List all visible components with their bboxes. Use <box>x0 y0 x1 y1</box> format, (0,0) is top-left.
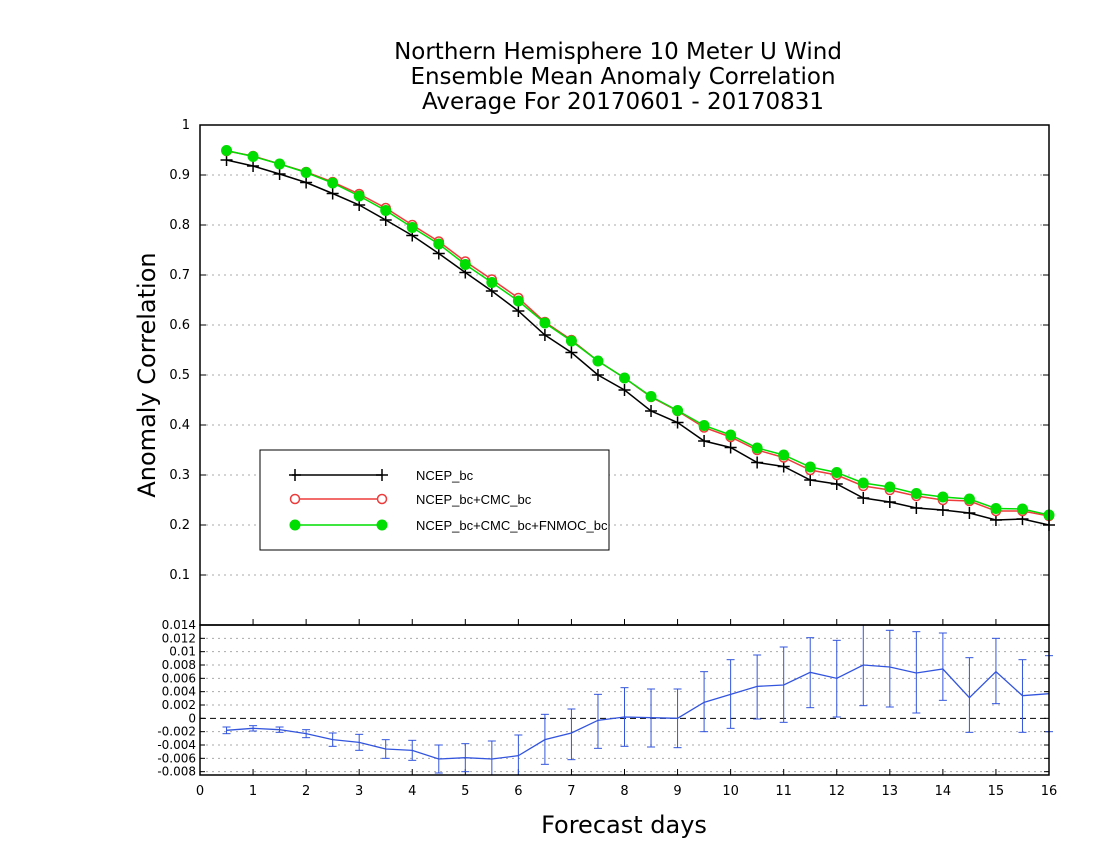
x-tick-label: 6 <box>514 784 522 799</box>
main-y-tick-label: 0.3 <box>169 468 190 483</box>
difference-y-tick-label: 0.014 <box>162 618 196 632</box>
legend: NCEP_bc NCEP_bc+CMC_bc NCEP_bc+CMC_bc+FN… <box>259 449 610 551</box>
difference-y-tick-label: 0 <box>188 711 196 725</box>
data-point-ncep-cmc-fnmoc <box>592 355 604 367</box>
main-y-tick-label: 0.8 <box>169 218 190 233</box>
legend-label-ncep: NCEP_bc <box>416 468 474 483</box>
x-tick-label: 4 <box>408 784 416 799</box>
x-tick-label: 14 <box>935 784 952 799</box>
x-tick-label: 9 <box>673 784 681 799</box>
main-y-ticks: 0.1 0.2 0.3 0.4 0.5 0.6 0.7 0.8 0.9 1 <box>169 118 1049 583</box>
y-axis-title: Anomaly Correlation <box>133 252 161 497</box>
main-y-tick-label: 0.1 <box>169 568 190 583</box>
difference-y-tick-label: 0.008 <box>162 658 196 672</box>
difference-y-tick-label: -0.006 <box>157 751 196 765</box>
x-axis-title: Forecast days <box>541 811 707 839</box>
x-tick-label: 1 <box>249 784 257 799</box>
main-y-tick-label: 1 <box>182 118 190 133</box>
data-point-ncep-cmc-fnmoc <box>937 491 949 503</box>
title-line-2: Ensemble Mean Anomaly Correlation <box>410 64 835 90</box>
x-tick-label: 8 <box>620 784 628 799</box>
title-line-3: Average For 20170601 - 20170831 <box>422 89 824 115</box>
x-tick-label: 12 <box>828 784 845 799</box>
x-tick-label: 10 <box>722 784 739 799</box>
legend-box <box>259 449 610 551</box>
chart-title: Northern Hemisphere 10 Meter U Wind Ense… <box>394 39 842 115</box>
data-point-ncep-cmc-fnmoc <box>433 238 445 250</box>
difference-y-tick-label: 0.01 <box>169 645 196 659</box>
data-point-ncep-cmc-fnmoc <box>1016 503 1028 515</box>
difference-y-tick-label: -0.008 <box>157 765 196 779</box>
difference-y-tick-label: -0.004 <box>157 738 196 752</box>
x-tick-label: 7 <box>567 784 575 799</box>
legend-marker-ncep-cmc-fnmoc <box>376 519 388 531</box>
data-point-ncep-cmc-fnmoc <box>247 151 259 162</box>
main-y-tick-label: 0.5 <box>169 368 190 383</box>
data-point-ncep-cmc-fnmoc <box>645 391 657 402</box>
data-point-ncep-cmc-fnmoc <box>512 295 524 307</box>
data-point-ncep-cmc-fnmoc <box>459 259 471 270</box>
difference-y-ticks: -0.008-0.006-0.004-0.00200.0020.0040.006… <box>157 618 1049 779</box>
data-point-ncep-cmc-fnmoc <box>778 449 790 461</box>
difference-y-tick-label: 0.006 <box>162 671 196 685</box>
x-tick-label: 11 <box>775 784 792 799</box>
legend-marker-ncep-cmc <box>289 493 301 505</box>
x-tick-label: 16 <box>1041 784 1058 799</box>
title-line-1: Northern Hemisphere 10 Meter U Wind <box>394 39 842 65</box>
data-point-ncep-cmc-fnmoc <box>910 488 922 499</box>
data-point-ncep-cmc-fnmoc <box>539 317 551 329</box>
x-tick-label: 13 <box>882 784 899 799</box>
main-y-tick-label: 0.4 <box>169 418 190 433</box>
legend-marker-ncep-cmc-fnmoc <box>289 519 301 531</box>
data-point-ncep-cmc-fnmoc <box>327 177 339 189</box>
data-point-ncep-cmc-fnmoc <box>990 503 1002 514</box>
legend-label-ncep-cmc: NCEP_bc+CMC_bc <box>416 492 532 507</box>
main-y-tick-label: 0.9 <box>169 168 190 183</box>
data-point-ncep-cmc-fnmoc <box>831 467 843 478</box>
data-point-ncep-cmc-fnmoc <box>857 477 869 489</box>
difference-plot-frame <box>199 624 1050 776</box>
main-y-tick-label: 0.7 <box>169 268 190 283</box>
data-point-ncep-cmc-fnmoc <box>300 167 312 178</box>
data-point-ncep-cmc-fnmoc <box>406 222 418 233</box>
data-point-ncep-cmc-fnmoc <box>221 145 233 156</box>
difference-y-tick-label: 0.012 <box>162 631 196 645</box>
data-point-ncep-cmc-fnmoc <box>274 158 286 170</box>
data-point-ncep-cmc-fnmoc <box>672 405 684 416</box>
x-tick-label: 15 <box>988 784 1005 799</box>
data-point-ncep-cmc-fnmoc <box>698 420 710 431</box>
main-series-lines <box>220 145 1055 531</box>
data-point-ncep-cmc-fnmoc <box>804 461 816 473</box>
data-point-ncep-cmc-fnmoc <box>565 335 577 347</box>
difference-y-tick-label: 0.002 <box>162 698 196 712</box>
main-y-tick-label: 0.6 <box>169 318 190 333</box>
legend-marker-ncep-cmc <box>376 493 388 505</box>
x-tick-label: 0 <box>196 784 204 799</box>
difference-line <box>226 664 1050 760</box>
difference-y-tick-label: 0.004 <box>162 685 196 699</box>
difference-y-tick-label: -0.002 <box>157 725 196 739</box>
x-tick-label: 3 <box>355 784 363 799</box>
legend-label-ncep-cmc-fnmoc: NCEP_bc+CMC_bc+FNMOC_bc <box>416 518 608 533</box>
x-tick-label: 5 <box>461 784 469 799</box>
data-point-ncep-cmc-fnmoc <box>486 277 498 288</box>
data-point-ncep-cmc-fnmoc <box>963 493 975 505</box>
series-line-ncep <box>226 159 1050 526</box>
data-point-ncep-cmc-fnmoc <box>380 205 392 216</box>
x-tick-label: 2 <box>302 784 310 799</box>
data-point-ncep-cmc-fnmoc <box>353 190 365 202</box>
data-point-ncep-cmc-fnmoc <box>725 429 737 441</box>
difference-series <box>222 624 1053 776</box>
data-point-ncep-cmc-fnmoc <box>751 442 763 454</box>
data-point-ncep-cmc-fnmoc <box>619 372 630 384</box>
main-y-tick-label: 0.2 <box>169 518 190 533</box>
data-point-ncep-cmc-fnmoc <box>884 481 896 493</box>
